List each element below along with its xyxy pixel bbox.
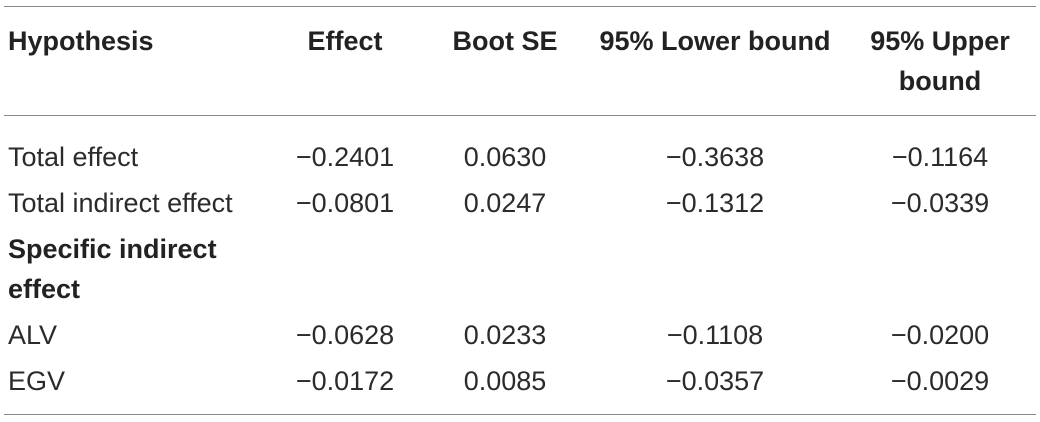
cell-boot-se: 0.0085 [463,366,547,396]
cell-boot-se: 0.0233 [463,320,547,350]
header-row: Hypothesis Effect Boot SE 95% Lower boun… [4,0,1040,119]
table-row: EGV −0.0172 0.0085 −0.0357 −0.0029 [4,361,1040,407]
cell-upper: −0.0200 [890,320,990,350]
cell-lower: −0.1108 [666,320,764,350]
row-label: ALV [8,320,58,350]
cell-boot-se: 0.0630 [463,142,547,172]
cell-effect: −0.0628 [295,320,395,350]
header-hypothesis: Hypothesis [8,26,154,56]
section-row: Specific indirect effect [4,229,1040,315]
results-table-container: Hypothesis Effect Boot SE 95% Lower boun… [4,0,1036,422]
header-upper-bound: 95% Upper bound [870,26,1010,96]
cell-effect: −0.0801 [295,188,395,218]
cell-lower: −0.3638 [665,142,765,172]
section-label: Specific indirect effect [8,234,217,304]
header-lower-bound: 95% Lower bound [599,26,831,56]
cell-boot-se: 0.0247 [463,188,547,218]
cell-upper: −0.1164 [891,142,989,172]
cell-lower: −0.0357 [665,366,765,396]
table-row: Total effect −0.2401 0.0630 −0.3638 −0.1… [4,119,1040,183]
results-table: Hypothesis Effect Boot SE 95% Lower boun… [4,0,1040,407]
cell-upper: −0.0339 [890,188,990,218]
table-row: Total indirect effect −0.0801 0.0247 −0.… [4,183,1040,229]
top-rule [4,6,1036,7]
header-rule [4,115,1036,116]
bottom-rule [4,414,1036,415]
cell-effect: −0.2401 [295,142,395,172]
table-row: ALV −0.0628 0.0233 −0.1108 −0.0200 [4,315,1040,361]
row-label: Total effect [8,142,139,172]
cell-lower: −0.1312 [665,188,765,218]
header-boot-se: Boot SE [452,26,558,56]
row-label: EGV [8,366,66,396]
header-effect: Effect [307,26,383,56]
row-label: Total indirect effect [8,188,233,218]
cell-effect: −0.0172 [295,366,395,396]
cell-upper: −0.0029 [890,366,990,396]
